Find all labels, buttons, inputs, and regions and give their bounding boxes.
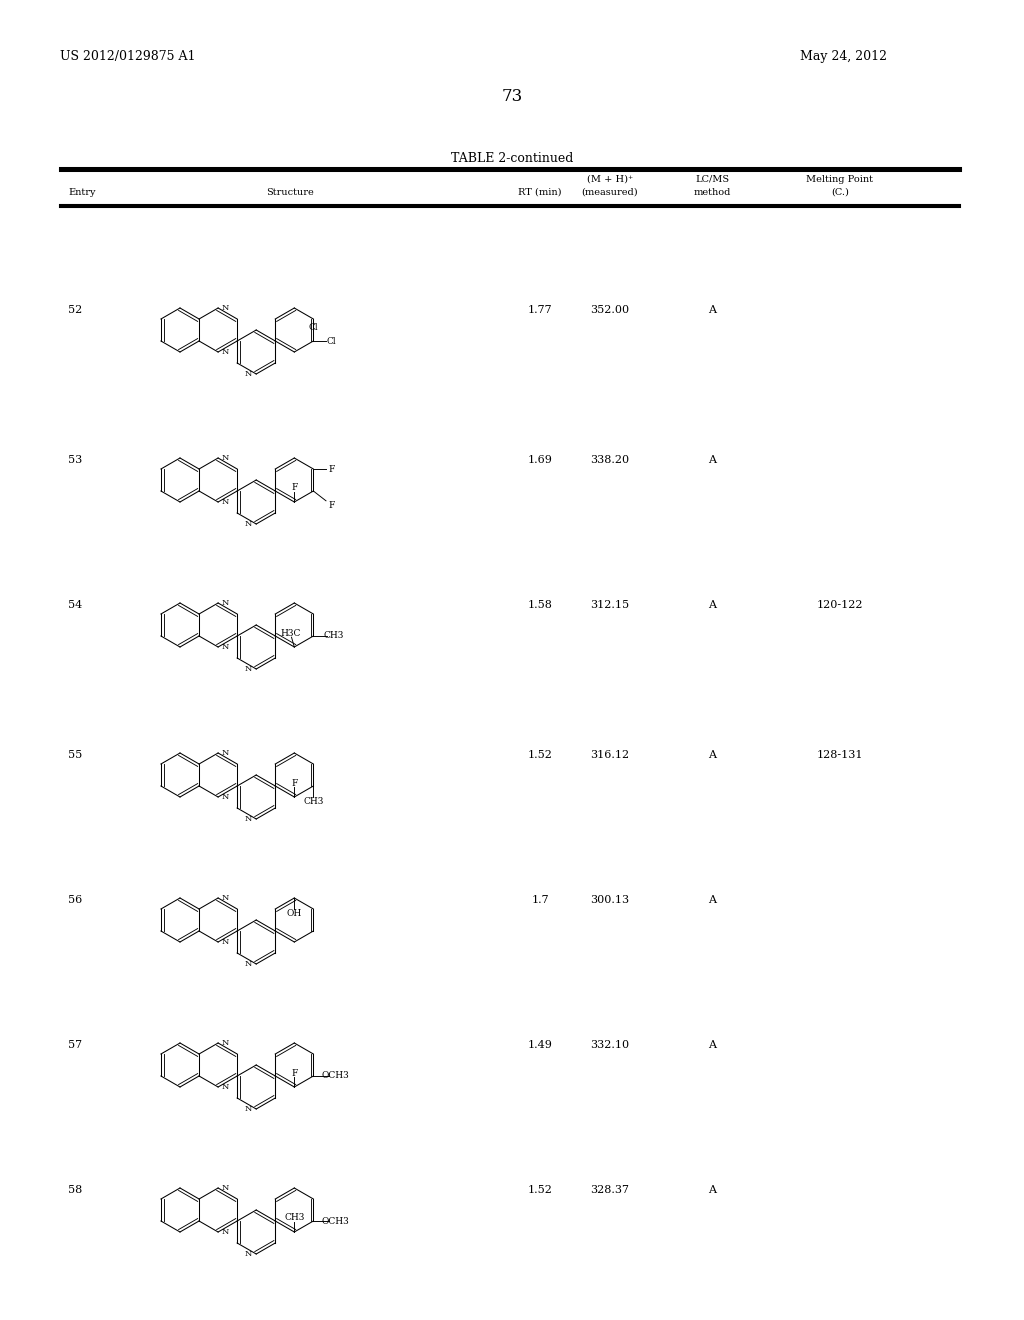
- Text: A: A: [708, 895, 716, 906]
- Text: A: A: [708, 305, 716, 315]
- Text: F: F: [291, 483, 298, 492]
- Text: N: N: [221, 748, 228, 756]
- Text: A: A: [708, 1040, 716, 1049]
- Text: Cl: Cl: [327, 337, 336, 346]
- Text: 120-122: 120-122: [817, 601, 863, 610]
- Text: 1.49: 1.49: [527, 1040, 552, 1049]
- Text: N: N: [245, 370, 252, 378]
- Text: US 2012/0129875 A1: US 2012/0129875 A1: [60, 50, 196, 63]
- Text: 57: 57: [68, 1040, 82, 1049]
- Text: 312.15: 312.15: [591, 601, 630, 610]
- Text: TABLE 2-continued: TABLE 2-continued: [451, 152, 573, 165]
- Text: 338.20: 338.20: [591, 455, 630, 465]
- Text: N: N: [245, 814, 252, 822]
- Text: 56: 56: [68, 895, 82, 906]
- Text: 1.7: 1.7: [531, 895, 549, 906]
- Text: OCH3: OCH3: [322, 1072, 349, 1081]
- Text: 316.12: 316.12: [591, 750, 630, 760]
- Text: 1.52: 1.52: [527, 750, 552, 760]
- Text: N: N: [221, 1082, 228, 1092]
- Text: N: N: [221, 454, 228, 462]
- Text: OH: OH: [287, 909, 302, 919]
- Text: 54: 54: [68, 601, 82, 610]
- Text: F: F: [328, 465, 335, 474]
- Text: Cl: Cl: [308, 322, 318, 331]
- Text: 332.10: 332.10: [591, 1040, 630, 1049]
- Text: Melting Point: Melting Point: [807, 176, 873, 183]
- Text: CH3: CH3: [284, 1213, 304, 1222]
- Text: Entry: Entry: [68, 187, 95, 197]
- Text: N: N: [245, 1250, 252, 1258]
- Text: (C.): (C.): [831, 187, 849, 197]
- Text: A: A: [708, 750, 716, 760]
- Text: N: N: [221, 1039, 228, 1047]
- Text: A: A: [708, 1185, 716, 1195]
- Text: N: N: [245, 520, 252, 528]
- Text: 352.00: 352.00: [591, 305, 630, 315]
- Text: F: F: [291, 1068, 298, 1077]
- Text: LC/MS: LC/MS: [695, 176, 729, 183]
- Text: N: N: [221, 348, 228, 356]
- Text: method: method: [693, 187, 731, 197]
- Text: N: N: [221, 304, 228, 312]
- Text: RT (min): RT (min): [518, 187, 562, 197]
- Text: F: F: [328, 500, 335, 510]
- Text: 1.77: 1.77: [527, 305, 552, 315]
- Text: N: N: [221, 793, 228, 801]
- Text: 73: 73: [502, 88, 522, 106]
- Text: A: A: [708, 601, 716, 610]
- Text: 1.52: 1.52: [527, 1185, 552, 1195]
- Text: 128-131: 128-131: [817, 750, 863, 760]
- Text: N: N: [221, 894, 228, 902]
- Text: Structure: Structure: [266, 187, 314, 197]
- Text: May 24, 2012: May 24, 2012: [800, 50, 887, 63]
- Text: CH3: CH3: [324, 631, 344, 640]
- Text: 1.69: 1.69: [527, 455, 552, 465]
- Text: 328.37: 328.37: [591, 1185, 630, 1195]
- Text: 58: 58: [68, 1185, 82, 1195]
- Text: N: N: [221, 1228, 228, 1236]
- Text: N: N: [221, 599, 228, 607]
- Text: N: N: [221, 643, 228, 651]
- Text: 53: 53: [68, 455, 82, 465]
- Text: N: N: [245, 665, 252, 673]
- Text: H3C: H3C: [281, 628, 300, 638]
- Text: (M + H)⁺: (M + H)⁺: [587, 176, 633, 183]
- Text: CH3: CH3: [303, 797, 324, 807]
- Text: 55: 55: [68, 750, 82, 760]
- Text: 1.58: 1.58: [527, 601, 552, 610]
- Text: N: N: [221, 498, 228, 506]
- Text: N: N: [245, 960, 252, 968]
- Text: A: A: [708, 455, 716, 465]
- Text: 52: 52: [68, 305, 82, 315]
- Text: (measured): (measured): [582, 187, 638, 197]
- Text: N: N: [221, 939, 228, 946]
- Text: 300.13: 300.13: [591, 895, 630, 906]
- Text: N: N: [245, 1105, 252, 1113]
- Text: F: F: [291, 779, 298, 788]
- Text: N: N: [221, 1184, 228, 1192]
- Text: OCH3: OCH3: [322, 1217, 349, 1225]
